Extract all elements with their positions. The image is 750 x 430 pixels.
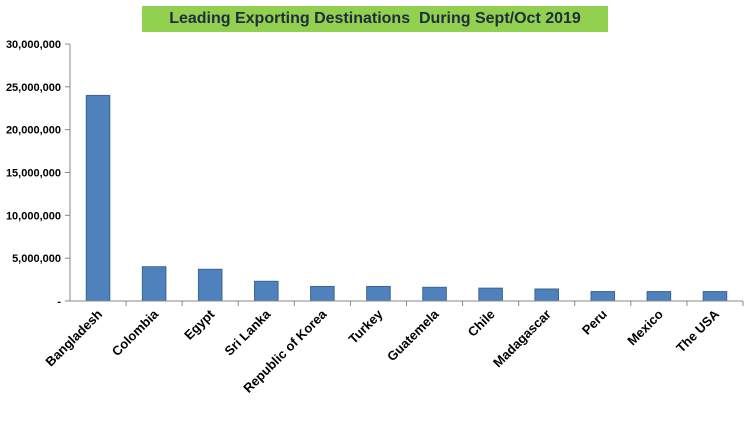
x-tick-label: Turkey	[346, 306, 387, 347]
x-tick-label: Guatemela	[384, 306, 442, 364]
bar-madagascar	[534, 288, 559, 302]
bar-republic-of-korea	[310, 285, 335, 302]
y-tick-label: 10,000,000	[6, 210, 61, 222]
x-tick-label: Colombia	[109, 306, 162, 359]
chart-title: Leading Exporting Destinations During Se…	[142, 6, 608, 32]
y-tick-label: 15,000,000	[6, 168, 61, 180]
x-tick-label: Bangladesh	[42, 306, 105, 369]
bar-sri-lanka	[254, 280, 279, 302]
x-tick-label: Peru	[579, 306, 610, 337]
bar-colombia	[141, 266, 167, 302]
x-tick-label: The USA	[673, 306, 722, 355]
x-axis: Bangladesh Colombia Egypt Sri LankaRepublic…	[42, 300, 744, 396]
bar-egypt	[197, 268, 223, 302]
x-tick-label: Egypt	[181, 306, 218, 343]
bar-the-usa	[702, 291, 728, 302]
y-tick-label: 30,000,000	[6, 39, 61, 51]
y-tick-label: 5,000,000	[12, 253, 61, 265]
y-tick-label: 20,000,000	[6, 125, 61, 137]
bar-bangladesh	[85, 94, 111, 302]
x-tick-label: Madagascar	[490, 307, 554, 371]
bar-peru	[590, 291, 616, 302]
bar-turkey	[366, 285, 391, 302]
bar-chile	[478, 287, 503, 302]
bars	[85, 94, 728, 302]
bar-guatemela	[422, 286, 447, 302]
x-tick-label: Mexico	[624, 306, 666, 348]
y-tick-label: -	[57, 296, 61, 308]
bar-mexico	[646, 291, 672, 302]
x-tick-label: Chile	[465, 307, 498, 340]
x-tick-label: Sri Lanka	[221, 306, 274, 359]
y-tick-label: 25,000,000	[6, 82, 61, 94]
y-axis: - 5,000,000 10,000,000 15,000,000 20,000,000…	[6, 39, 71, 308]
